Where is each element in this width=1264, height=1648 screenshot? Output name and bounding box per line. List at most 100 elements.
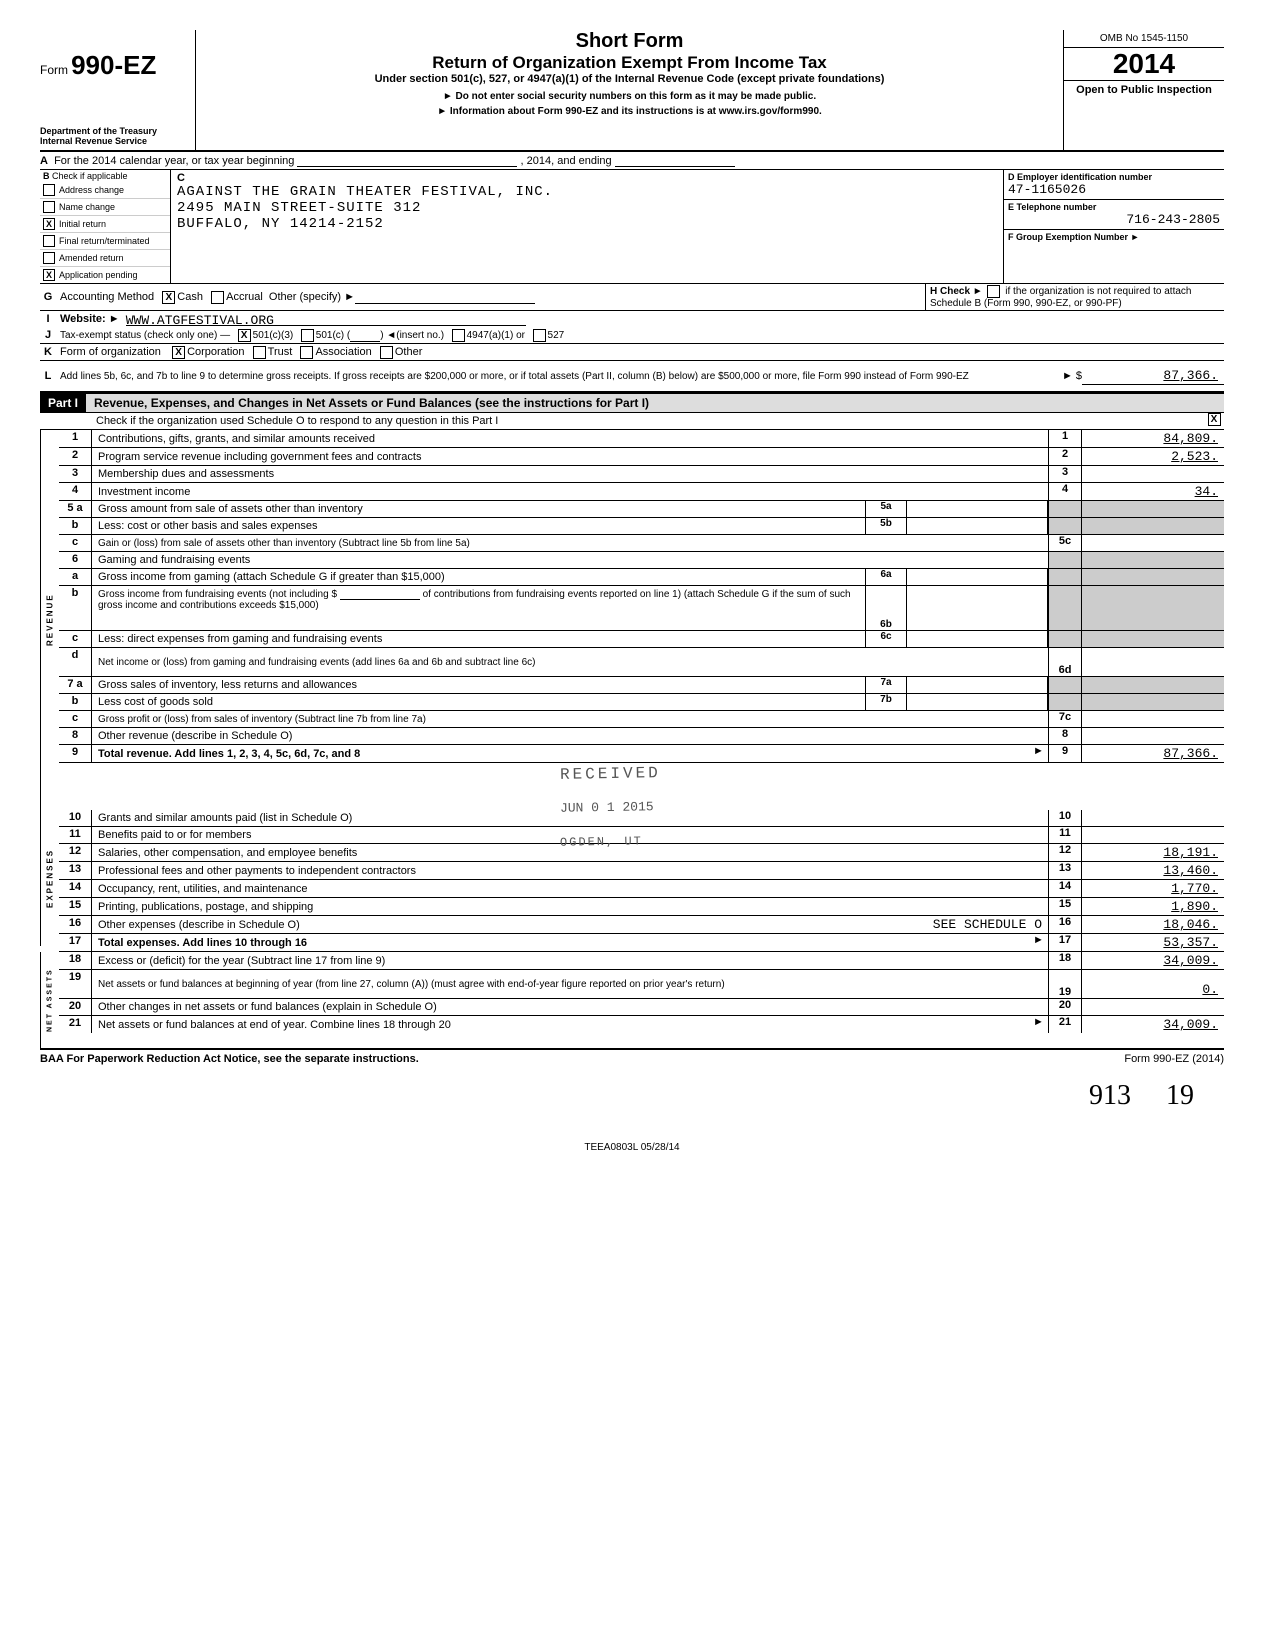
row19-desc: Net assets or fund balances at beginning… xyxy=(92,970,1048,998)
row8-val xyxy=(1082,728,1224,744)
row6-num: 6 xyxy=(59,552,92,568)
form-number: 990-EZ xyxy=(71,50,156,80)
row21-val: 34,009. xyxy=(1082,1016,1224,1033)
cb-501c3[interactable]: X xyxy=(238,329,251,342)
row6-desc: Gaming and fundraising events xyxy=(92,552,1048,568)
row5b-desc: Less: cost or other basis and sales expe… xyxy=(92,518,865,534)
cb-schedule-o-part1[interactable]: X xyxy=(1208,413,1221,426)
org-addr1: 2495 MAIN STREET-SUITE 312 xyxy=(177,200,997,216)
section-bcd: B Check if applicable Address change Nam… xyxy=(40,170,1224,284)
row20-rnum: 20 xyxy=(1048,999,1082,1015)
group-exemption-label: F Group Exemption Number ► xyxy=(1008,232,1220,242)
hand-a: 913 xyxy=(1089,1080,1131,1111)
other-specify-label: Other (specify) ► xyxy=(269,291,355,303)
subtitle: Under section 501(c), 527, or 4947(a)(1)… xyxy=(204,73,1055,85)
row20-num: 20 xyxy=(59,999,92,1015)
row13-desc: Professional fees and other payments to … xyxy=(92,862,1048,879)
row18-val: 34,009. xyxy=(1082,952,1224,969)
row6d-desc: Net income or (loss) from gaming and fun… xyxy=(92,648,1048,676)
row15-rnum: 15 xyxy=(1048,898,1082,915)
row3-rnum: 3 xyxy=(1048,466,1082,482)
website-value: WWW.ATGFESTIVAL.ORG xyxy=(126,313,526,326)
cash-label: Cash xyxy=(177,291,203,303)
cb-final-return[interactable] xyxy=(43,235,55,247)
row5b-num: b xyxy=(59,518,92,534)
row17-arrow: ► xyxy=(1033,934,1048,951)
row15-desc: Printing, publications, postage, and shi… xyxy=(92,898,1048,915)
row3-val xyxy=(1082,466,1224,482)
cb-association[interactable] xyxy=(300,346,313,359)
row16-num: 16 xyxy=(59,916,92,933)
row4-num: 4 xyxy=(59,483,92,500)
line-g-letter: G xyxy=(40,291,56,303)
row12-val: 18,191. xyxy=(1082,844,1224,861)
cb-application-pending[interactable]: X xyxy=(43,269,55,281)
row19-val: 0. xyxy=(1082,970,1224,998)
cb-4947[interactable] xyxy=(452,329,465,342)
box-def: D Employer identification number 47-1165… xyxy=(1004,170,1224,283)
box-c: C AGAINST THE GRAIN THEATER FESTIVAL, IN… xyxy=(171,170,1004,283)
line-k-letter: K xyxy=(40,346,56,358)
row1-num: 1 xyxy=(59,430,92,447)
department: Department of the Treasury Internal Reve… xyxy=(40,126,195,146)
line-i-letter: I xyxy=(40,313,56,325)
row16-val: 18,046. xyxy=(1082,916,1224,933)
cb-accrual[interactable] xyxy=(211,291,224,304)
row7a-desc: Gross sales of inventory, less returns a… xyxy=(92,677,865,693)
short-form-title: Short Form xyxy=(204,30,1055,53)
row1-desc: Contributions, gifts, grants, and simila… xyxy=(92,430,1048,447)
row5c-num: c xyxy=(59,535,92,551)
teea-code: TEEA0803L 05/28/14 xyxy=(40,1142,1224,1153)
ein-label: D Employer identification number xyxy=(1008,172,1220,182)
footer-right: Form 990-EZ (2014) xyxy=(1124,1053,1224,1065)
row5c-rnum: 5c xyxy=(1048,535,1082,551)
row2-num: 2 xyxy=(59,448,92,465)
cb-address-change[interactable] xyxy=(43,184,55,196)
tax-exempt-label: Tax-exempt status (check only one) — xyxy=(60,330,230,341)
cb-trust[interactable] xyxy=(253,346,266,359)
row17-rnum: 17 xyxy=(1048,934,1082,951)
cb-527[interactable] xyxy=(533,329,546,342)
row20-desc: Other changes in net assets or fund bala… xyxy=(92,999,1048,1015)
line-a-mid: , 2014, and ending xyxy=(521,155,612,167)
cb-cash[interactable]: X xyxy=(162,291,175,304)
row20-val xyxy=(1082,999,1224,1015)
phone-value: 716-243-2805 xyxy=(1008,212,1220,227)
ein-value: 47-1165026 xyxy=(1008,182,1220,197)
line-a: A For the 2014 calendar year, or tax yea… xyxy=(40,152,1224,170)
row5c-val xyxy=(1082,535,1224,551)
row8-rnum: 8 xyxy=(1048,728,1082,744)
cb-other-org[interactable] xyxy=(380,346,393,359)
cb-501c[interactable] xyxy=(301,329,314,342)
line-l-letter: L xyxy=(40,370,56,382)
line-g: G Accounting Method X Cash Accrual Other… xyxy=(40,284,1224,311)
row6a-mid: 6a xyxy=(865,569,907,585)
opt-501c-insert: ) ◄(insert no.) xyxy=(380,330,444,341)
handwritten: 913 19 xyxy=(40,1080,1224,1112)
cb-name-change[interactable] xyxy=(43,201,55,213)
cb-initial-return[interactable]: X xyxy=(43,218,55,230)
cb-final-return-label: Final return/terminated xyxy=(59,236,150,246)
row6b-desc: Gross income from fundraising events (no… xyxy=(98,589,337,600)
cb-schedule-b[interactable] xyxy=(987,285,1000,298)
part1-title: Revenue, Expenses, and Changes in Net As… xyxy=(86,394,657,412)
row19-num: 19 xyxy=(59,970,92,998)
row6c-mid: 6c xyxy=(865,631,907,647)
hand-b: 19 xyxy=(1166,1080,1194,1111)
row18-desc: Excess or (deficit) for the year (Subtra… xyxy=(92,952,1048,969)
row7b-desc: Less cost of goods sold xyxy=(92,694,865,710)
row18-rnum: 18 xyxy=(1048,952,1082,969)
row6a-desc: Gross income from gaming (attach Schedul… xyxy=(92,569,865,585)
opt-trust: Trust xyxy=(268,346,293,358)
cb-corporation[interactable]: X xyxy=(172,346,185,359)
opt-501c3: 501(c)(3) xyxy=(253,330,294,341)
stamp-received: RECEIVED xyxy=(560,764,661,784)
return-title: Return of Organization Exempt From Incom… xyxy=(204,53,1055,73)
row5a-mid: 5a xyxy=(865,501,907,517)
row16-desc: Other expenses (describe in Schedule O) xyxy=(98,919,300,931)
open-inspection: Open to Public Inspection xyxy=(1064,80,1224,99)
form-label: Form xyxy=(40,63,68,77)
row1-val: 84,809. xyxy=(1082,430,1224,447)
row16-extra: SEE SCHEDULE O xyxy=(933,917,1042,932)
cb-amended-return[interactable] xyxy=(43,252,55,264)
